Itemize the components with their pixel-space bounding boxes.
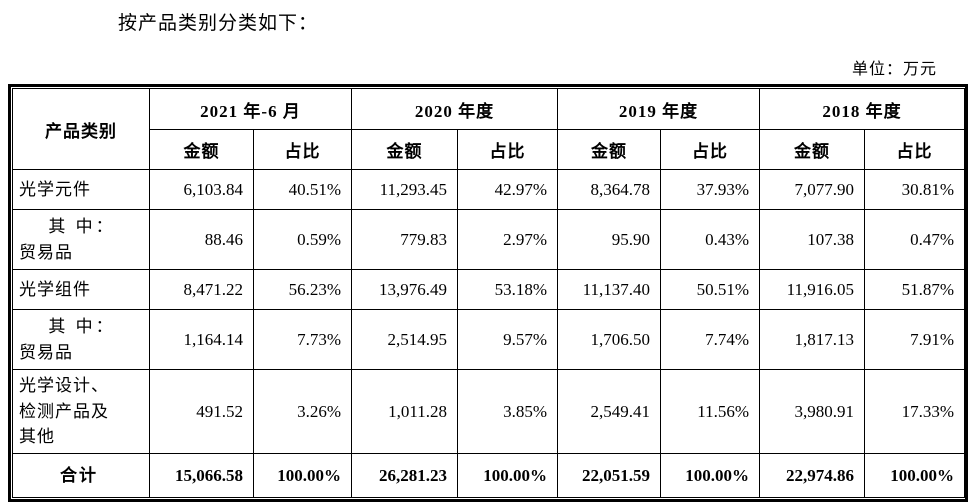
ratio-cell: 2.97% — [457, 209, 559, 270]
ratio-cell: 51.87% — [864, 269, 966, 310]
amount-cell: 107.38 — [759, 209, 866, 270]
row-label-line: 其他 — [19, 427, 55, 447]
period-header: 2021 年-6 月 — [148, 88, 353, 130]
amount-cell: 3,980.91 — [759, 369, 866, 454]
amount-cell: 8,364.78 — [557, 169, 662, 210]
table-header: 产品类别 2021 年-6 月 2020 年度 2019 年度 2018 年度 金额占… — [12, 88, 966, 170]
period-header-row: 产品类别 2021 年-6 月 2020 年度 2019 年度 2018 年度 — [12, 88, 966, 170]
ratio-cell: 0.43% — [660, 209, 761, 270]
ratio-cell: 56.23% — [252, 269, 353, 310]
row-label: 光学设计、检测产品及其他 — [12, 369, 150, 454]
row-label: 光学元件 — [12, 169, 150, 210]
ratio-cell: 7.73% — [252, 309, 353, 370]
ratio-cell: 37.93% — [660, 169, 761, 210]
ratio-cell: 3.85% — [457, 369, 559, 454]
row-label-line: 其 中： — [48, 217, 116, 236]
ratio-cell: 30.81% — [864, 169, 966, 210]
ratio-cell: 0.59% — [252, 209, 353, 270]
amount-cell: 1,164.14 — [149, 309, 254, 370]
ratio-cell: 9.57% — [457, 309, 559, 370]
amount-cell: 15,066.58 — [149, 453, 254, 498]
row-label-line: 光学元件 — [19, 179, 91, 199]
row-label-line: 贸易品 — [19, 242, 73, 262]
amount-cell: 779.83 — [351, 209, 459, 270]
ratio-cell: 100.00% — [457, 453, 559, 498]
amount-cell: 22,051.59 — [557, 453, 662, 498]
row-label: 合计 — [12, 453, 150, 498]
amount-cell: 2,514.95 — [351, 309, 459, 370]
ratio-cell: 100.00% — [660, 453, 761, 498]
ratio-subheader: 占比 — [252, 129, 353, 170]
table-row: 其 中： 贸易品 1,164.14 7.73% 2,514.95 9.57% 1,706.5… — [12, 309, 966, 370]
intro-text: 按产品类别分类如下： — [118, 13, 319, 34]
period-header: 2018 年度 — [759, 88, 966, 130]
ratio-cell: 0.47% — [864, 209, 966, 270]
table-row: 光学设计、 检测产品及 其他 491.52 3.26% 1,011.28 3.85% 2,54… — [12, 369, 966, 454]
ratio-cell: 100.00% — [864, 453, 966, 498]
subheader-row: 金额 占比 金额 占比 金额 占比 金额 占比 — [13, 129, 966, 170]
row-label-line: 其 中： — [48, 317, 116, 336]
row-label-line: 光学组件 — [19, 279, 91, 299]
document-page: 按产品类别分类如下： 单位：万元 产品类别 2021 年-6 月 2020 年度 2… — [0, 8, 975, 504]
amount-cell: 8,471.22 — [149, 269, 254, 310]
corner-header: 产品类别 — [12, 88, 150, 170]
row-label-line: 合计 — [60, 465, 98, 485]
ratio-cell: 100.00% — [252, 453, 353, 498]
ratio-cell: 7.74% — [660, 309, 761, 370]
period-header: 2020 年度 — [351, 88, 559, 130]
amount-subheader: 金额 — [351, 129, 459, 170]
unit-label: 单位：万元 — [851, 61, 937, 78]
ratio-subheader: 占比 — [660, 129, 761, 170]
row-label: 光学组件 — [12, 269, 150, 310]
amount-cell: 491.52 — [149, 369, 254, 454]
ratio-subheader: 占比 — [457, 129, 559, 170]
ratio-cell: 40.51% — [252, 169, 353, 210]
row-label-line: 检测产品及 — [19, 401, 109, 421]
amount-cell: 11,916.05 — [759, 269, 866, 310]
table-row: 合计 15,066.58 100.00% 26,281.23 100.00% 22,051… — [12, 453, 966, 498]
revenue-by-product-table: 产品类别 2021 年-6 月 2020 年度 2019 年度 2018 年度 金额占… — [12, 88, 966, 498]
amount-cell: 26,281.23 — [351, 453, 459, 498]
ratio-subheader: 占比 — [864, 129, 966, 170]
amount-cell: 1,011.28 — [351, 369, 459, 454]
period-header: 2019 年度 — [557, 88, 761, 130]
row-label: 其 中： 贸易品 — [12, 309, 150, 370]
row-label-line: 贸易品 — [19, 342, 73, 362]
ratio-cell: 42.97% — [457, 169, 559, 210]
table-row: 其 中： 贸易品 88.46 0.59% 779.83 2.97% 95.90 0.43% 10… — [12, 209, 966, 270]
amount-cell: 22,974.86 — [759, 453, 866, 498]
table-row: 光学组件 8,471.22 56.23% 13,976.49 53.18% 11,137.… — [12, 269, 966, 310]
amount-cell: 2,549.41 — [557, 369, 662, 454]
amount-cell: 95.90 — [557, 209, 662, 270]
amount-cell: 6,103.84 — [149, 169, 254, 210]
amount-subheader: 金额 — [759, 129, 866, 170]
table-body: 光学元件 6,103.84 40.51% 11,293.45 42.97% 8,364.7… — [12, 169, 966, 498]
amount-subheader: 金额 — [149, 129, 254, 170]
row-label: 其 中： 贸易品 — [12, 209, 150, 270]
amount-cell: 11,137.40 — [557, 269, 662, 310]
table-row: 光学元件 6,103.84 40.51% 11,293.45 42.97% 8,364.7… — [12, 169, 966, 210]
ratio-cell: 50.51% — [660, 269, 761, 310]
amount-cell: 11,293.45 — [351, 169, 459, 210]
ratio-cell: 11.56% — [660, 369, 761, 454]
amount-cell: 88.46 — [149, 209, 254, 270]
amount-cell: 13,976.49 — [351, 269, 459, 310]
ratio-cell: 53.18% — [457, 269, 559, 310]
ratio-cell: 17.33% — [864, 369, 966, 454]
amount-cell: 1,817.13 — [759, 309, 866, 370]
ratio-cell: 7.91% — [864, 309, 966, 370]
ratio-cell: 3.26% — [252, 369, 353, 454]
product-category-table: 产品类别 2021 年-6 月 2020 年度 2019 年度 2018 年度 金额占… — [8, 84, 968, 502]
amount-cell: 7,077.90 — [759, 169, 866, 210]
amount-cell: 1,706.50 — [557, 309, 662, 370]
amount-subheader: 金额 — [557, 129, 662, 170]
row-label-line: 光学设计、 — [19, 376, 109, 396]
